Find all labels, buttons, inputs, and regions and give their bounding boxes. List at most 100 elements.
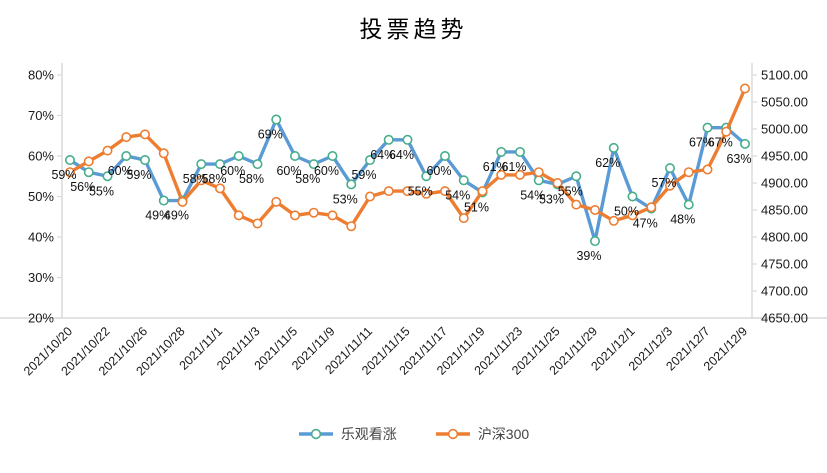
data-label: 60%: [426, 164, 451, 178]
data-label: 49%: [164, 209, 189, 223]
y-axis-right-label: 4700.00: [761, 284, 808, 299]
y-axis-left-label: 40%: [28, 230, 54, 245]
y-axis-left-label: 70%: [28, 108, 54, 123]
data-point-optimistic: [215, 159, 226, 170]
data-point-hs300: [140, 129, 151, 140]
data-label: 57%: [651, 176, 676, 190]
data-point-hs300: [308, 207, 319, 218]
data-label: 60%: [314, 164, 339, 178]
data-point-optimistic: [65, 155, 76, 166]
data-label: 59%: [351, 168, 376, 182]
data-point-hs300: [627, 210, 638, 221]
data-point-hs300: [533, 167, 544, 178]
data-point-hs300: [664, 180, 675, 191]
data-point-hs300: [158, 148, 169, 159]
data-point-optimistic: [571, 171, 582, 182]
legend-line-marker-optimistic: [298, 428, 333, 440]
data-point-hs300: [552, 178, 563, 189]
y-axis-left-label: 60%: [28, 149, 54, 164]
data-point-optimistic: [233, 151, 244, 162]
y-axis-right-label: 4800.00: [761, 230, 808, 245]
data-point-optimistic: [364, 155, 375, 166]
data-point-optimistic: [683, 199, 694, 210]
data-point-hs300: [196, 175, 207, 186]
data-label: 59%: [126, 168, 151, 182]
data-label: 58%: [239, 172, 264, 186]
legend-item-optimistic[interactable]: 乐观看涨: [298, 424, 397, 444]
data-point-optimistic: [346, 179, 357, 190]
y-axis-right-label: 4750.00: [761, 257, 808, 272]
data-label: 55%: [558, 184, 583, 198]
data-point-optimistic: [289, 151, 300, 162]
data-point-hs300: [702, 164, 713, 175]
data-label: 61%: [483, 160, 508, 174]
data-label: 64%: [370, 148, 395, 162]
data-point-optimistic: [308, 159, 319, 170]
data-point-hs300: [102, 145, 113, 156]
data-point-hs300: [646, 202, 657, 213]
data-label: 58%: [295, 172, 320, 186]
data-point-hs300: [121, 132, 132, 143]
data-point-hs300: [608, 215, 619, 226]
data-label: 60%: [108, 164, 133, 178]
data-label: 47%: [633, 217, 658, 231]
data-point-hs300: [364, 191, 375, 202]
y-axis-left-label: 80%: [28, 68, 54, 83]
data-point-optimistic: [439, 151, 450, 162]
data-point-optimistic: [514, 146, 525, 157]
data-point-hs300: [271, 196, 282, 207]
data-point-optimistic: [252, 159, 263, 170]
data-label: 67%: [689, 136, 714, 150]
data-point-hs300: [215, 183, 226, 194]
data-point-hs300: [514, 169, 525, 180]
data-point-hs300: [177, 196, 188, 207]
y-axis-right-label: 5100.00: [761, 68, 808, 83]
data-point-optimistic: [702, 122, 713, 133]
data-point-hs300: [477, 186, 488, 197]
data-label: 53%: [333, 192, 358, 206]
data-point-optimistic: [664, 163, 675, 174]
data-point-optimistic: [383, 134, 394, 145]
data-label: 69%: [258, 128, 283, 142]
data-point-hs300: [439, 186, 450, 197]
data-point-hs300: [458, 213, 469, 224]
chart-title: 投票趋势: [359, 17, 468, 43]
data-point-hs300: [65, 167, 76, 178]
data-point-hs300: [496, 169, 507, 180]
data-point-hs300: [289, 210, 300, 221]
data-label: 51%: [464, 200, 489, 214]
data-label: 53%: [539, 192, 564, 206]
data-point-hs300: [571, 199, 582, 210]
data-point-hs300: [739, 83, 750, 94]
data-point-optimistic: [158, 195, 169, 206]
data-point-hs300: [83, 156, 94, 167]
data-point-hs300: [327, 210, 338, 221]
data-label: 58%: [201, 172, 226, 186]
data-point-hs300: [402, 186, 413, 197]
legend-line-marker-hs300: [435, 428, 470, 440]
data-point-hs300: [721, 126, 732, 137]
data-point-hs300: [383, 186, 394, 197]
data-point-hs300: [589, 205, 600, 216]
data-label: 64%: [389, 148, 414, 162]
data-label: 50%: [614, 205, 639, 219]
legend-item-hs300[interactable]: 沪深300: [435, 424, 529, 444]
data-point-optimistic: [271, 114, 282, 125]
data-point-optimistic: [627, 191, 638, 202]
y-axis-right-label: 4650.00: [761, 311, 808, 326]
y-axis-right-label: 4900.00: [761, 176, 808, 191]
data-label: 48%: [670, 213, 695, 227]
data-point-hs300: [421, 188, 432, 199]
data-label: 55%: [89, 184, 114, 198]
data-point-hs300: [252, 218, 263, 229]
legend-label-hs300: 沪深300: [477, 426, 530, 442]
data-point-optimistic: [533, 175, 544, 186]
data-label: 63%: [726, 152, 751, 166]
data-point-hs300: [683, 167, 694, 178]
legend-label-optimistic: 乐观看涨: [340, 426, 397, 442]
data-label: 54%: [445, 188, 470, 202]
data-point-optimistic: [421, 171, 432, 182]
chart-legend: 乐观看涨 沪深300: [0, 424, 827, 444]
data-point-optimistic: [83, 167, 94, 178]
